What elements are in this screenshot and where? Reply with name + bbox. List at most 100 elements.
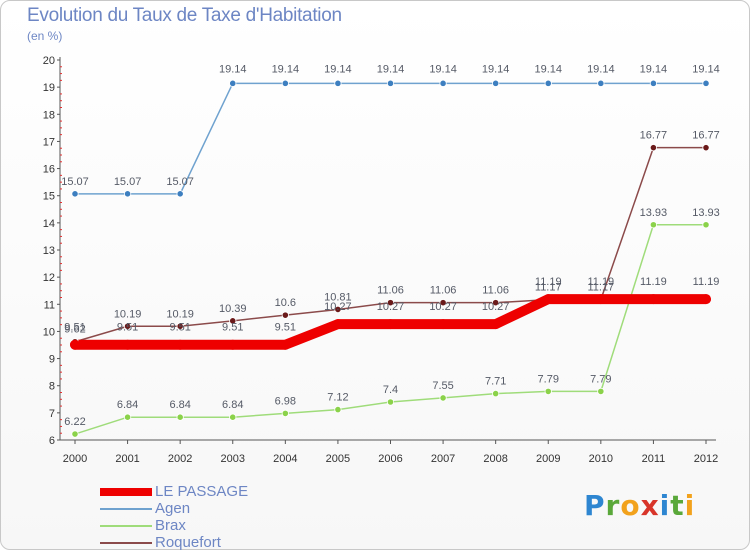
data-label: 16.77 bbox=[692, 130, 720, 142]
logo-letter: t bbox=[670, 489, 685, 522]
data-label: 9.51 bbox=[222, 322, 243, 334]
data-label: 10.39 bbox=[219, 303, 247, 315]
data-point bbox=[701, 294, 711, 305]
data-label: 15.07 bbox=[166, 176, 194, 188]
data-point bbox=[385, 319, 396, 330]
x-tick-label: 2004 bbox=[273, 453, 297, 465]
y-tick-label: 13 bbox=[43, 245, 55, 257]
y-tick-label: 16 bbox=[43, 164, 55, 176]
data-point bbox=[281, 409, 289, 417]
y-tick-label: 15 bbox=[43, 191, 55, 203]
data-label: 13.93 bbox=[640, 207, 668, 219]
data-label: 19.14 bbox=[482, 63, 510, 75]
data-label: 6.98 bbox=[275, 395, 296, 407]
data-label: 15.07 bbox=[114, 176, 142, 188]
data-point bbox=[176, 322, 184, 330]
legend-swatch bbox=[100, 488, 152, 496]
y-tick-label: 19 bbox=[43, 82, 55, 94]
data-label: 10.81 bbox=[324, 291, 352, 303]
data-label: 11.17 bbox=[587, 282, 614, 294]
data-point bbox=[492, 299, 500, 307]
data-label: 7.79 bbox=[538, 373, 559, 385]
data-label: 16.77 bbox=[640, 130, 668, 142]
x-tick-label: 2008 bbox=[483, 453, 507, 465]
x-tick-label: 2005 bbox=[326, 453, 350, 465]
data-label: 19.14 bbox=[587, 63, 615, 75]
data-point bbox=[123, 190, 132, 198]
data-point bbox=[229, 79, 237, 87]
data-label: 6.84 bbox=[117, 399, 138, 411]
data-point bbox=[334, 305, 342, 314]
data-label: 7.55 bbox=[432, 380, 453, 392]
chart-subtitle: (en %) bbox=[27, 29, 63, 43]
data-point bbox=[595, 294, 606, 305]
legend-label: Roquefort bbox=[155, 534, 221, 551]
data-point bbox=[649, 144, 658, 152]
data-label: 13.93 bbox=[692, 207, 720, 219]
data-label: 10.19 bbox=[114, 308, 142, 320]
data-point bbox=[71, 430, 79, 438]
logo-letter: i bbox=[659, 489, 671, 522]
data-point bbox=[122, 339, 133, 350]
data-point bbox=[281, 79, 289, 87]
data-label: 7.71 bbox=[485, 376, 506, 388]
data-point bbox=[386, 398, 395, 406]
data-label: 10.27 bbox=[377, 301, 405, 313]
data-label: 19.14 bbox=[324, 63, 352, 75]
data-label: 9.51 bbox=[64, 322, 85, 334]
data-point bbox=[649, 221, 658, 229]
data-point bbox=[175, 339, 186, 350]
x-tick-label: 2002 bbox=[168, 453, 192, 465]
legend-swatch bbox=[100, 508, 152, 510]
data-point bbox=[71, 190, 79, 198]
y-tick-label: 8 bbox=[49, 381, 55, 393]
data-point bbox=[229, 413, 237, 421]
data-point bbox=[70, 339, 80, 350]
x-tick-label: 2000 bbox=[63, 453, 87, 465]
data-point bbox=[439, 299, 447, 307]
data-point bbox=[439, 79, 447, 87]
data-label: 10.27 bbox=[482, 301, 510, 313]
data-label: 19.14 bbox=[640, 63, 668, 75]
data-label: 11.17 bbox=[535, 282, 562, 294]
data-label: 7.79 bbox=[590, 373, 611, 385]
data-point bbox=[597, 79, 605, 87]
x-tick-label: 2011 bbox=[642, 453, 666, 465]
x-tick-label: 2006 bbox=[378, 453, 402, 465]
series-points bbox=[70, 79, 711, 438]
data-label: 10.27 bbox=[429, 301, 457, 313]
data-point bbox=[439, 394, 447, 402]
data-point bbox=[492, 79, 500, 87]
x-tick-label: 2010 bbox=[589, 453, 613, 465]
data-label: 11.06 bbox=[377, 285, 404, 297]
data-label: 11.19 bbox=[640, 276, 667, 288]
data-label: 10.19 bbox=[166, 308, 194, 320]
logo-letter: P bbox=[584, 489, 606, 522]
data-label: 15.07 bbox=[61, 176, 89, 188]
data-point bbox=[702, 79, 710, 87]
data-point bbox=[543, 294, 554, 305]
y-tick-label: 18 bbox=[43, 109, 55, 121]
data-point bbox=[332, 319, 343, 330]
data-label: 19.14 bbox=[219, 63, 247, 75]
y-tick-label: 11 bbox=[44, 299, 55, 311]
y-tick-label: 12 bbox=[43, 272, 55, 284]
x-tick-label: 2001 bbox=[115, 453, 139, 465]
data-point bbox=[386, 79, 395, 87]
data-label: 6.22 bbox=[64, 416, 85, 428]
data-point bbox=[702, 221, 710, 229]
data-point bbox=[334, 405, 342, 414]
data-point bbox=[702, 144, 710, 152]
data-point bbox=[438, 319, 449, 330]
data-label: 9.51 bbox=[169, 322, 190, 334]
logo-letter: x bbox=[640, 489, 660, 522]
data-label: 9.62 bbox=[64, 324, 85, 336]
y-tick-label: 6 bbox=[49, 435, 55, 447]
data-point bbox=[386, 299, 395, 307]
chart-axes: 6 7 8 9 10 11 12 13 14 15 16 17 18 19 20 2000 2001 2002 20… bbox=[43, 55, 718, 465]
data-point bbox=[123, 413, 132, 421]
data-point bbox=[229, 317, 237, 325]
data-label: 10.27 bbox=[324, 301, 352, 313]
legend-label: LE PASSAGE bbox=[155, 483, 249, 500]
